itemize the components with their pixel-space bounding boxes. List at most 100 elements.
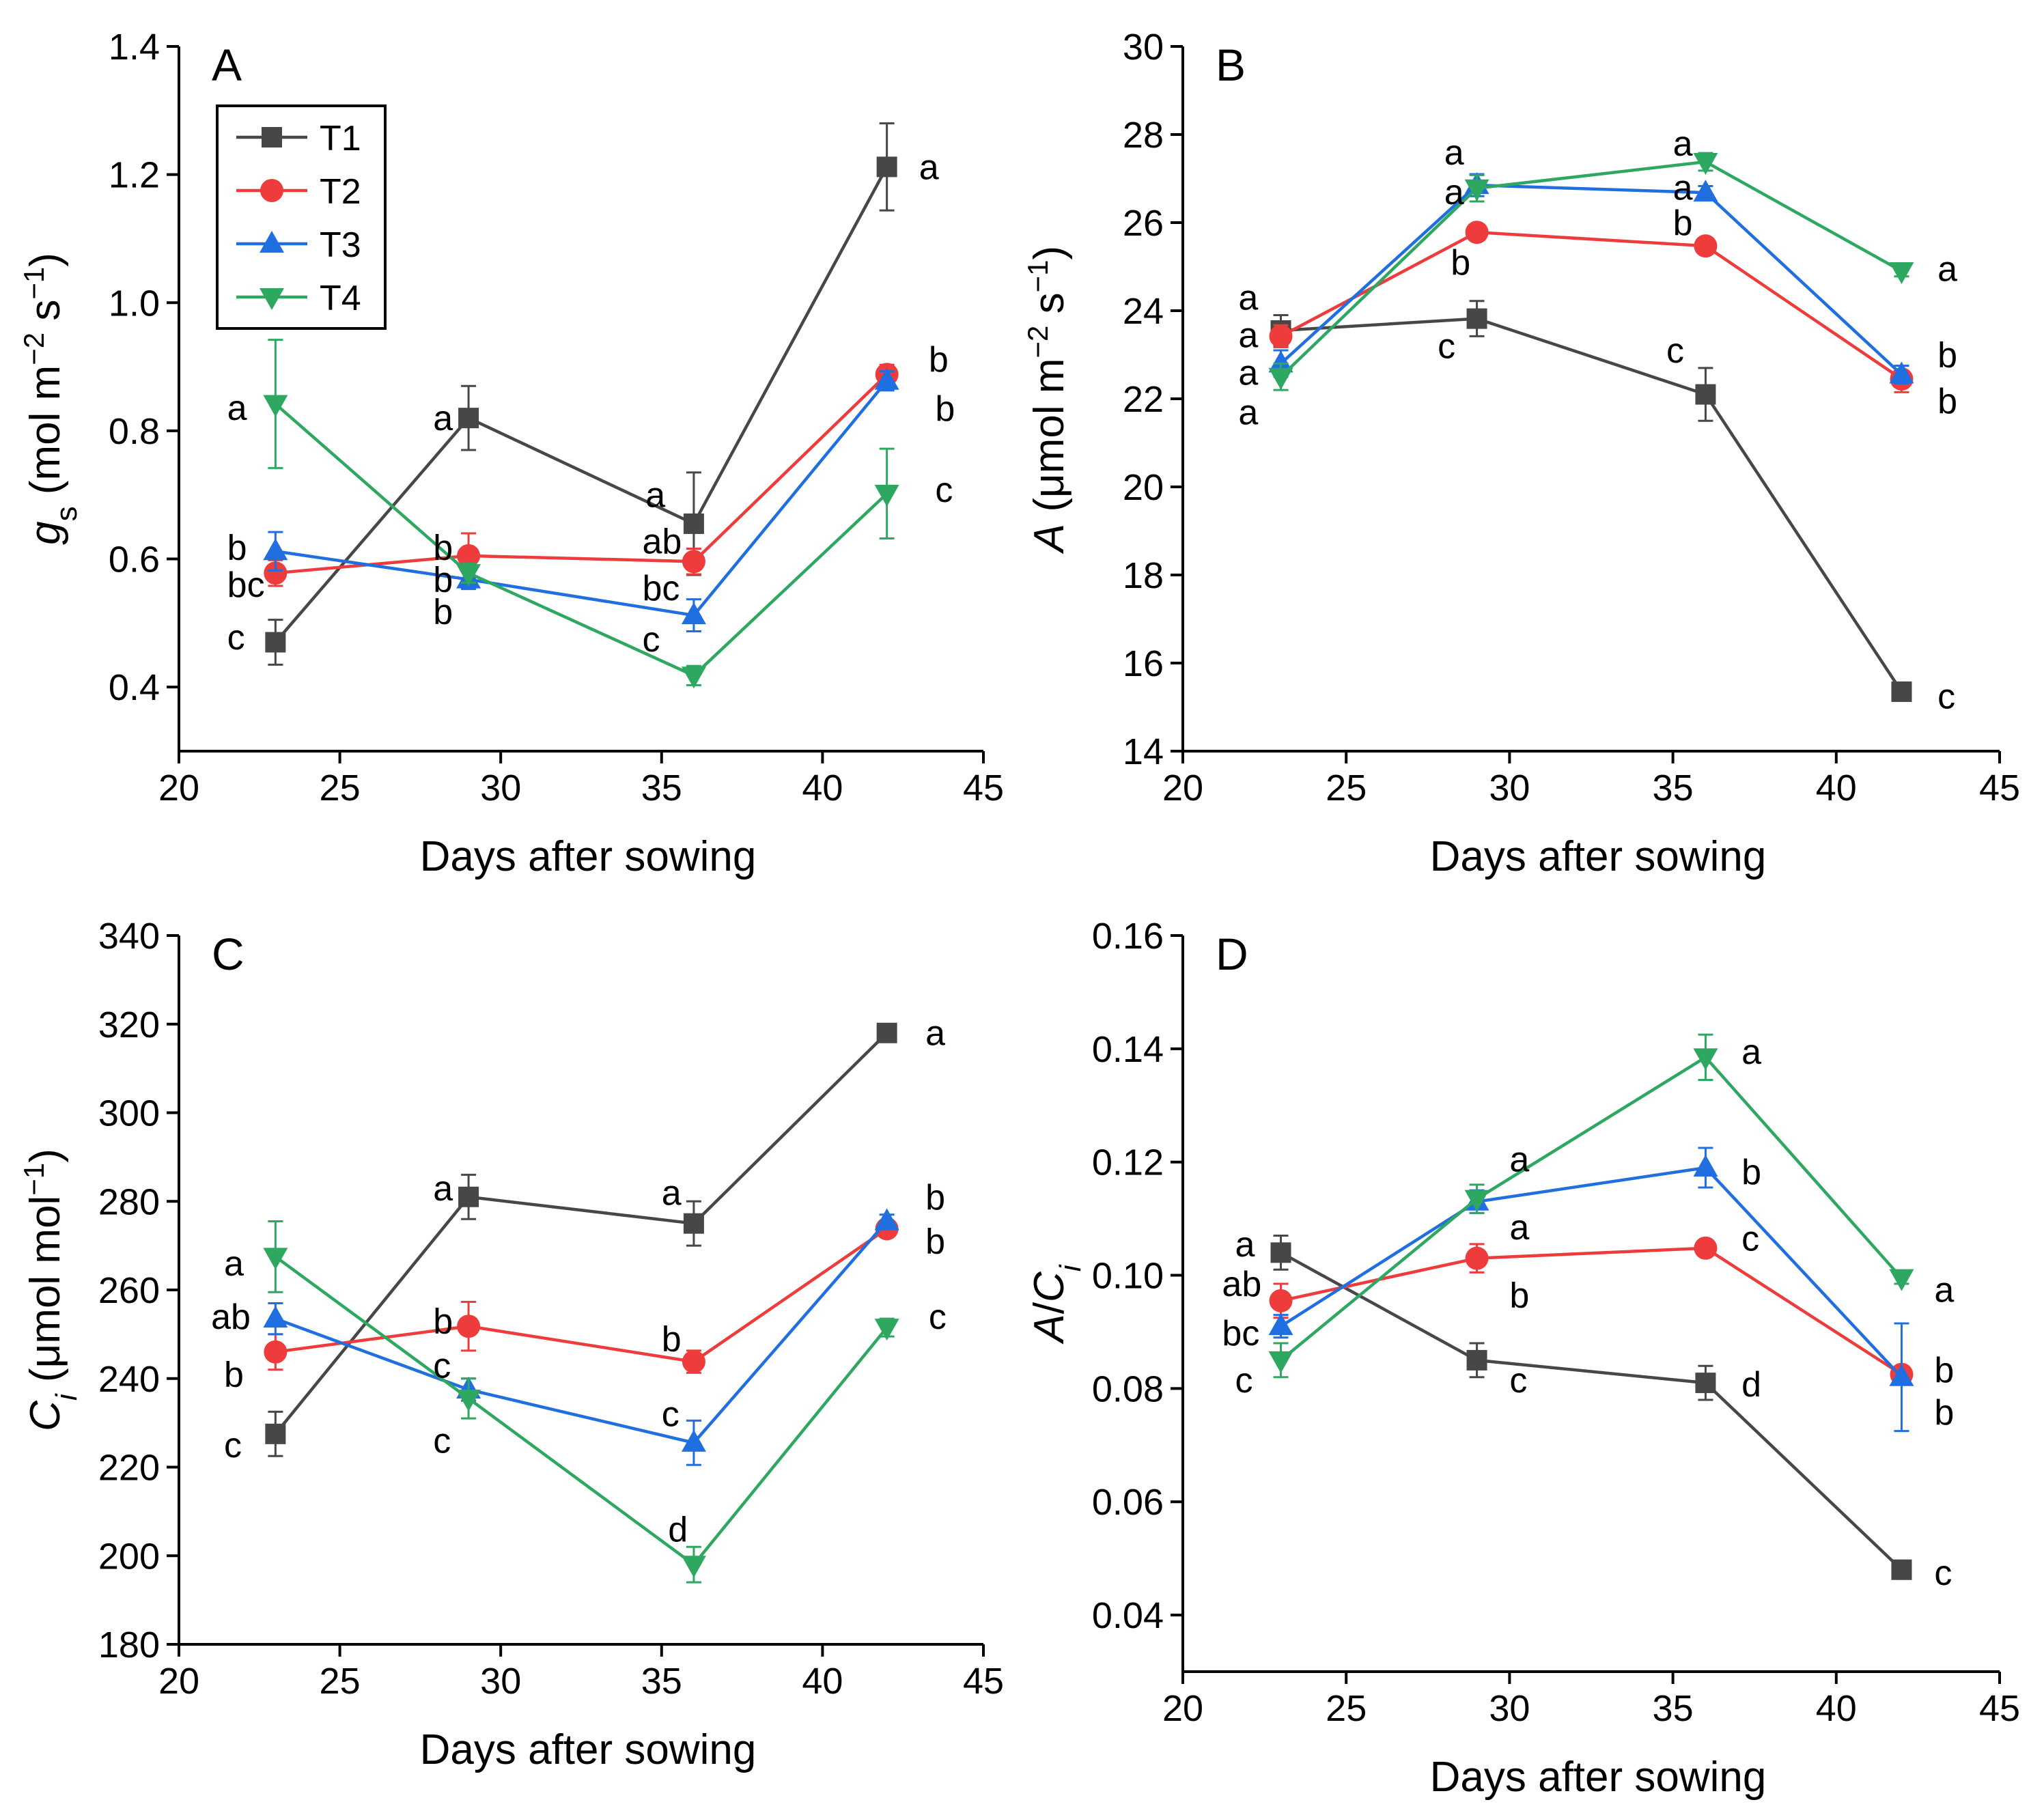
data-point bbox=[1465, 221, 1489, 244]
y-tick-label: 0.8 bbox=[109, 411, 160, 452]
series-line bbox=[1280, 317, 1903, 693]
significance-letter: a bbox=[1235, 1225, 1255, 1265]
x-tick-label: 45 bbox=[1979, 768, 2020, 809]
x-axis-title: Days after sowing bbox=[1430, 833, 1767, 880]
significance-letter: a bbox=[1673, 168, 1693, 208]
series-line bbox=[1280, 183, 1903, 376]
data-point bbox=[1889, 1269, 1914, 1291]
y-axis-title: A/Ci bbox=[1026, 1264, 1087, 1345]
panel-letter: C bbox=[212, 929, 244, 979]
significance-letter: b bbox=[935, 389, 955, 429]
data-point bbox=[1269, 1289, 1293, 1312]
data-point bbox=[1268, 1313, 1293, 1336]
legend-label: T2 bbox=[320, 172, 361, 212]
panel-c: 20 25 30 35 40 45 180 200 220 240 260 280 300 320 340 D… bbox=[18, 916, 1005, 1773]
data-point bbox=[1695, 384, 1716, 405]
significance-letter: a bbox=[1444, 133, 1464, 173]
y-tick-label: 0.4 bbox=[109, 667, 160, 708]
y-tick-label: 0.08 bbox=[1092, 1368, 1164, 1409]
x-tick-label: 30 bbox=[480, 1661, 521, 1702]
significance-letter: b bbox=[227, 529, 247, 568]
significance-letter: bc bbox=[1222, 1314, 1259, 1353]
legend-marker bbox=[260, 231, 284, 253]
series-t1 bbox=[1270, 300, 1912, 702]
data-point bbox=[1694, 234, 1718, 258]
data-point bbox=[1270, 1242, 1291, 1263]
data-point bbox=[265, 1423, 286, 1444]
data-point bbox=[1693, 180, 1718, 202]
significance-letter: ab bbox=[643, 522, 682, 561]
y-tick-label: 0.10 bbox=[1092, 1256, 1164, 1297]
data-point bbox=[263, 538, 288, 561]
x-tick-label: 40 bbox=[802, 1661, 843, 1702]
series-t4 bbox=[1268, 152, 1914, 391]
y-tick-label: 1.0 bbox=[109, 283, 160, 324]
y-axis-title: A (μmol m−2 s−1) bbox=[1022, 246, 1074, 554]
data-point bbox=[1268, 367, 1293, 390]
significance-letter: b bbox=[224, 1355, 244, 1394]
significance-letter: b bbox=[1741, 1153, 1761, 1192]
significance-letter: c bbox=[935, 470, 953, 510]
legend-label: T4 bbox=[320, 279, 361, 318]
data-point bbox=[681, 602, 706, 625]
series-line bbox=[274, 166, 888, 643]
y-tick-label: 240 bbox=[98, 1359, 160, 1400]
series-t1 bbox=[1270, 1234, 1912, 1580]
significance-letter: d bbox=[1741, 1365, 1761, 1405]
significance-letter: a bbox=[433, 399, 453, 438]
legend-label: T3 bbox=[320, 225, 361, 265]
x-tick-label: 35 bbox=[641, 768, 682, 809]
series-t2 bbox=[264, 363, 899, 587]
panel-a: 20 25 30 35 40 45 0.4 0.6 0.8 1.0 1.2 1.4 Days after… bbox=[18, 27, 1005, 880]
significance-letter: ab bbox=[1222, 1265, 1261, 1304]
data-point bbox=[681, 666, 706, 689]
x-tick-label: 40 bbox=[1816, 768, 1857, 809]
significance-letter: c bbox=[224, 1426, 242, 1465]
y-tick-label: 18 bbox=[1123, 555, 1164, 596]
data-point bbox=[683, 1213, 704, 1234]
data-point bbox=[264, 1340, 288, 1364]
y-tick-label: 28 bbox=[1123, 115, 1164, 156]
series-line bbox=[1280, 1166, 1903, 1379]
y-tick-label: 200 bbox=[98, 1536, 160, 1577]
legend-item-t4: T4 bbox=[236, 279, 361, 318]
series-t3 bbox=[263, 367, 899, 633]
data-point bbox=[263, 1248, 288, 1270]
series-t4 bbox=[1268, 1033, 1914, 1379]
data-point bbox=[458, 1186, 479, 1207]
data-point bbox=[457, 1315, 481, 1338]
y-axis-title: gs (mol m−2 s−1) bbox=[18, 253, 83, 545]
y-tick-label: 0.6 bbox=[109, 539, 160, 580]
x-tick-label: 35 bbox=[641, 1661, 682, 1702]
significance-letter: ab bbox=[211, 1297, 251, 1337]
significance-letter: c bbox=[433, 1422, 451, 1461]
significance-letter: a bbox=[1934, 1270, 1954, 1310]
significance-letter: b bbox=[929, 340, 949, 380]
data-point bbox=[682, 1350, 705, 1374]
data-point bbox=[1891, 681, 1912, 702]
data-point bbox=[456, 564, 481, 587]
y-tick-label: 320 bbox=[98, 1004, 160, 1045]
significance-letter: b bbox=[925, 1222, 945, 1262]
significance-letter: a bbox=[1509, 1208, 1529, 1248]
y-tick-label: 0.12 bbox=[1092, 1142, 1164, 1183]
data-point bbox=[1269, 324, 1293, 348]
data-point bbox=[1693, 1154, 1718, 1177]
y-tick-label: 0.16 bbox=[1092, 916, 1164, 957]
x-tick-label: 30 bbox=[480, 768, 521, 809]
y-axis-title: Ci (μmol mol−1) bbox=[18, 1149, 83, 1431]
significance-letter: a bbox=[645, 476, 665, 516]
significance-letter: b bbox=[662, 1319, 682, 1359]
x-tick-label: 30 bbox=[1489, 768, 1530, 809]
series-t4 bbox=[263, 1220, 899, 1584]
x-tick-label: 20 bbox=[1162, 1688, 1203, 1729]
legend-item-t3: T3 bbox=[236, 225, 361, 265]
panel-b: 20 25 30 35 40 45 14 16 18 20 22 24 26 28 30 Days after… bbox=[1022, 27, 2021, 880]
y-tick-label: 180 bbox=[98, 1625, 160, 1666]
data-point bbox=[681, 1556, 706, 1578]
significance-letter: c bbox=[227, 618, 245, 658]
x-axis-title: Days after sowing bbox=[1430, 1754, 1767, 1801]
significance-letter: bc bbox=[643, 569, 680, 608]
series-line bbox=[1280, 1251, 1903, 1571]
